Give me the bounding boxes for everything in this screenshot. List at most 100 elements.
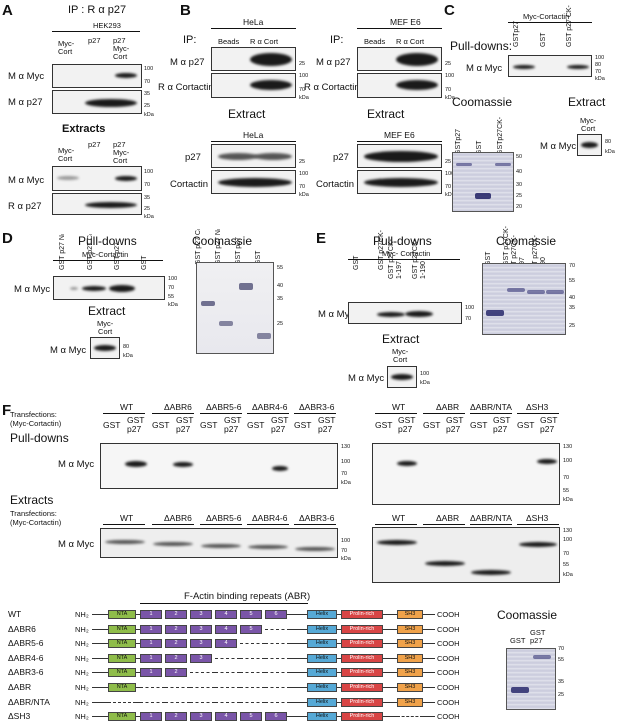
deleted-segment [140,701,165,703]
sub-gstp27: GST p27 [318,415,336,434]
linker-line [423,672,435,674]
kda-label: kDa [595,76,605,82]
mw-label: 100 [563,458,573,464]
panel-e-gel-lane-2: GST p27CK- [503,226,510,266]
panel-f-group-wt: WT [120,402,134,412]
mw-label: 100 [341,538,351,544]
deleted-segment [265,657,290,659]
panel-a-ext-lane-1: Myc- Cort [58,146,75,163]
panel-c-header-line [508,22,592,23]
mw-label: 25 [558,692,565,698]
helix-domain: Helix [307,610,337,619]
panel-c-lane-1: GSTp27 [513,20,520,47]
panel-a-ext-blot-myc [52,166,142,191]
abr-repeat: 4 [215,639,237,649]
panel-f-transfections: Transfections: (Myc-Cortactin) [10,410,62,428]
panel-c-lane-2: GST [540,32,547,47]
mw-label: 70 [144,79,151,85]
panel-b-mef-lane-cort: R α Cort [396,37,425,46]
mw-label: 35 [569,305,576,311]
deleted-segment [215,687,240,688]
deleted-segment [265,687,290,688]
mw-label: 25 [299,61,306,67]
linker-line [92,716,108,718]
linker-line [383,657,397,659]
mw-label: 25 [516,193,523,199]
group-line [152,524,194,525]
panel-b-ext-row-cortactin: Cortactin [170,179,209,190]
mw-label: 55 [563,488,570,494]
prolin-rich-domain: Prolin-rich [341,639,383,649]
cooh-label: COOH [437,697,460,707]
panel-a-ext-lane-3: p27 Myc- Cort [113,140,130,165]
panel-e-lane-1: GST [353,255,360,270]
panel-b-mef-title: MEF E6 [390,17,421,27]
nta-domain: NTA [108,668,136,678]
mw-label: 100 [341,459,351,465]
panel-b-mef-ext-cort [357,170,442,194]
linker-line [287,687,307,688]
panel-f-pd-blot-right [372,443,560,505]
mw-label: 100 [445,73,455,79]
panel-f-pulldowns: Pull-downs [10,431,69,445]
mw-label: 25 [144,103,151,109]
mw-label: 100 [465,305,475,311]
panel-e-row: M α Myc [318,309,355,320]
panel-d-extract: Extract [88,304,126,318]
panel-b-ext-row-p27: p27 [185,152,201,163]
abr-repeat: 2 [165,712,187,721]
construct-label: ΔABR3-6 [8,667,44,678]
abr-repeat: 3 [190,639,212,649]
deleted-segment [240,672,265,674]
group-line [247,413,289,414]
sh3-domain: SH3 [397,697,423,707]
linker-line [136,672,140,674]
linker-line [136,687,140,688]
panel-d-lane-1: GST p27 Nₗ [59,233,66,270]
panel-c-extract: Extract [568,95,606,109]
helix-domain: Helix [307,653,337,663]
group-line [247,524,289,525]
sub-gstp27: GST p27 [127,415,145,434]
mw-label: 70 [465,316,472,322]
sub-gstp27: GST p27 [271,415,289,434]
abr-repeat: 1 [140,624,162,634]
panel-f-gel-lane-gstp27: GST p27 [530,628,546,645]
mw-label: 25 [569,323,576,329]
cooh-label: COOH [437,683,460,692]
panel-a-lane-1: Myc- Cort [58,39,75,56]
sh3-domain: SH3 [397,624,423,634]
panel-b-row-p27: M α p27 [170,57,205,68]
panel-d-ext-blot [90,337,120,359]
panel-b-mef-ext-p27 [357,144,442,168]
panel-f-extracts: Extracts [10,493,54,507]
panel-a-extracts-title: Extracts [62,123,106,135]
panel-b-hela-ext: HeLa [243,130,264,140]
panel-c-ext-lane: Myc- Cort [580,116,597,133]
panel-b-mef-ext-line [357,141,442,142]
deleted-segment [215,701,240,703]
group-line [103,413,145,414]
mw-label: 50 [516,154,523,160]
deleted-segment [215,672,240,674]
panel-f-ext-group-abr36: ΔABR3-6 [299,513,335,523]
prolin-rich-domain: Prolin-rich [341,624,383,634]
group-line [423,413,465,414]
sub-gstp27: GST p27 [398,415,416,434]
mw-label: 70 [299,184,306,190]
panel-letter-b: B [180,2,191,19]
linker-line [92,701,108,703]
panel-f-row-pd: M α Myc [58,459,95,470]
mw-label: 100 [595,55,605,61]
cooh-label: COOH [437,653,460,663]
mw-label: 80 [123,344,130,350]
linker-line [423,614,435,615]
nta-domain: NTA [108,653,136,663]
panel-b-hela-blot-p27 [211,47,296,71]
mw-label: 70 [445,184,452,190]
panel-b-hela-title: HeLa [243,17,264,27]
panel-b-mef-ext: MEF E6 [384,130,415,140]
linker-line [287,657,307,659]
linker-line [287,614,307,615]
linker-line [287,628,307,630]
